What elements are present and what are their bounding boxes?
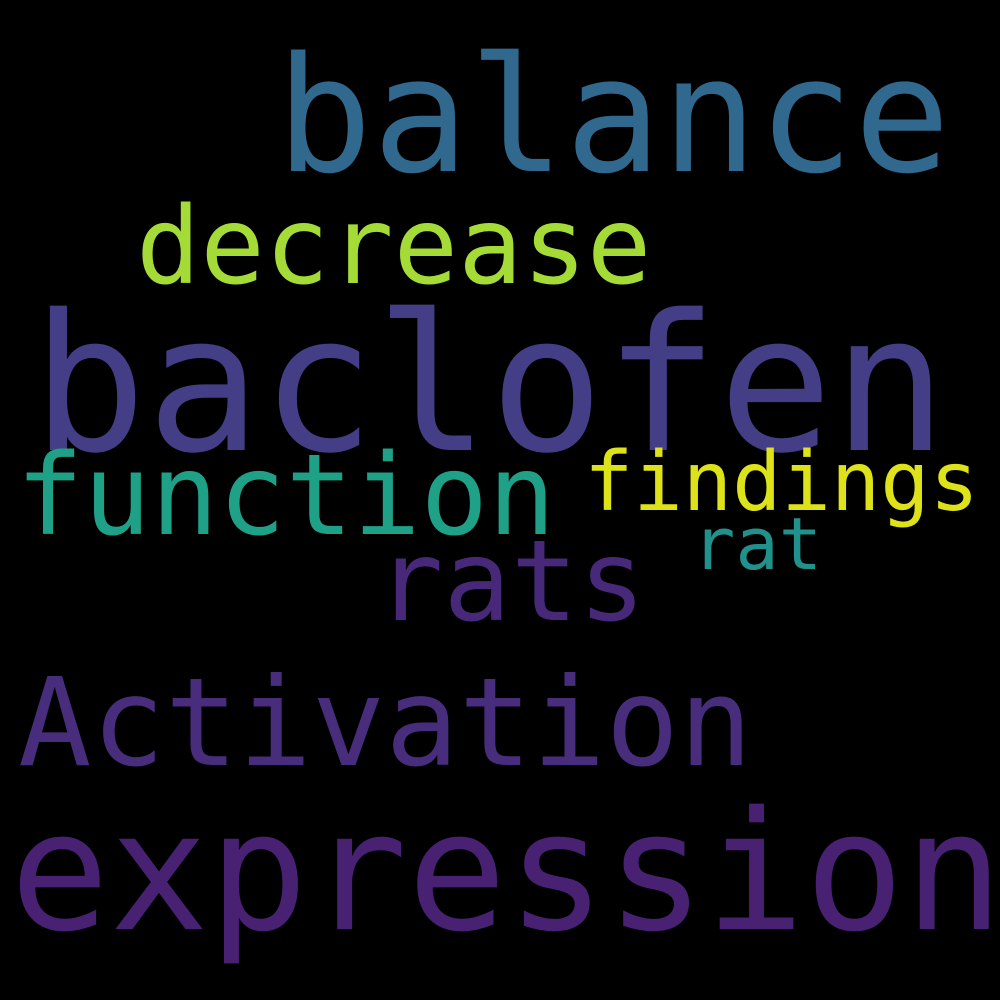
word-rats: rats	[376, 517, 646, 647]
word-activation: Activation	[18, 652, 753, 794]
word-balance: balance	[276, 22, 951, 209]
word-decrease: decrease	[136, 185, 652, 309]
word-function: function	[16, 431, 556, 561]
word-findings: findings	[584, 435, 979, 530]
word-baclofen: baclofen	[32, 274, 948, 495]
word-rat: rat	[692, 502, 823, 586]
word-expression: expression	[10, 776, 1000, 968]
